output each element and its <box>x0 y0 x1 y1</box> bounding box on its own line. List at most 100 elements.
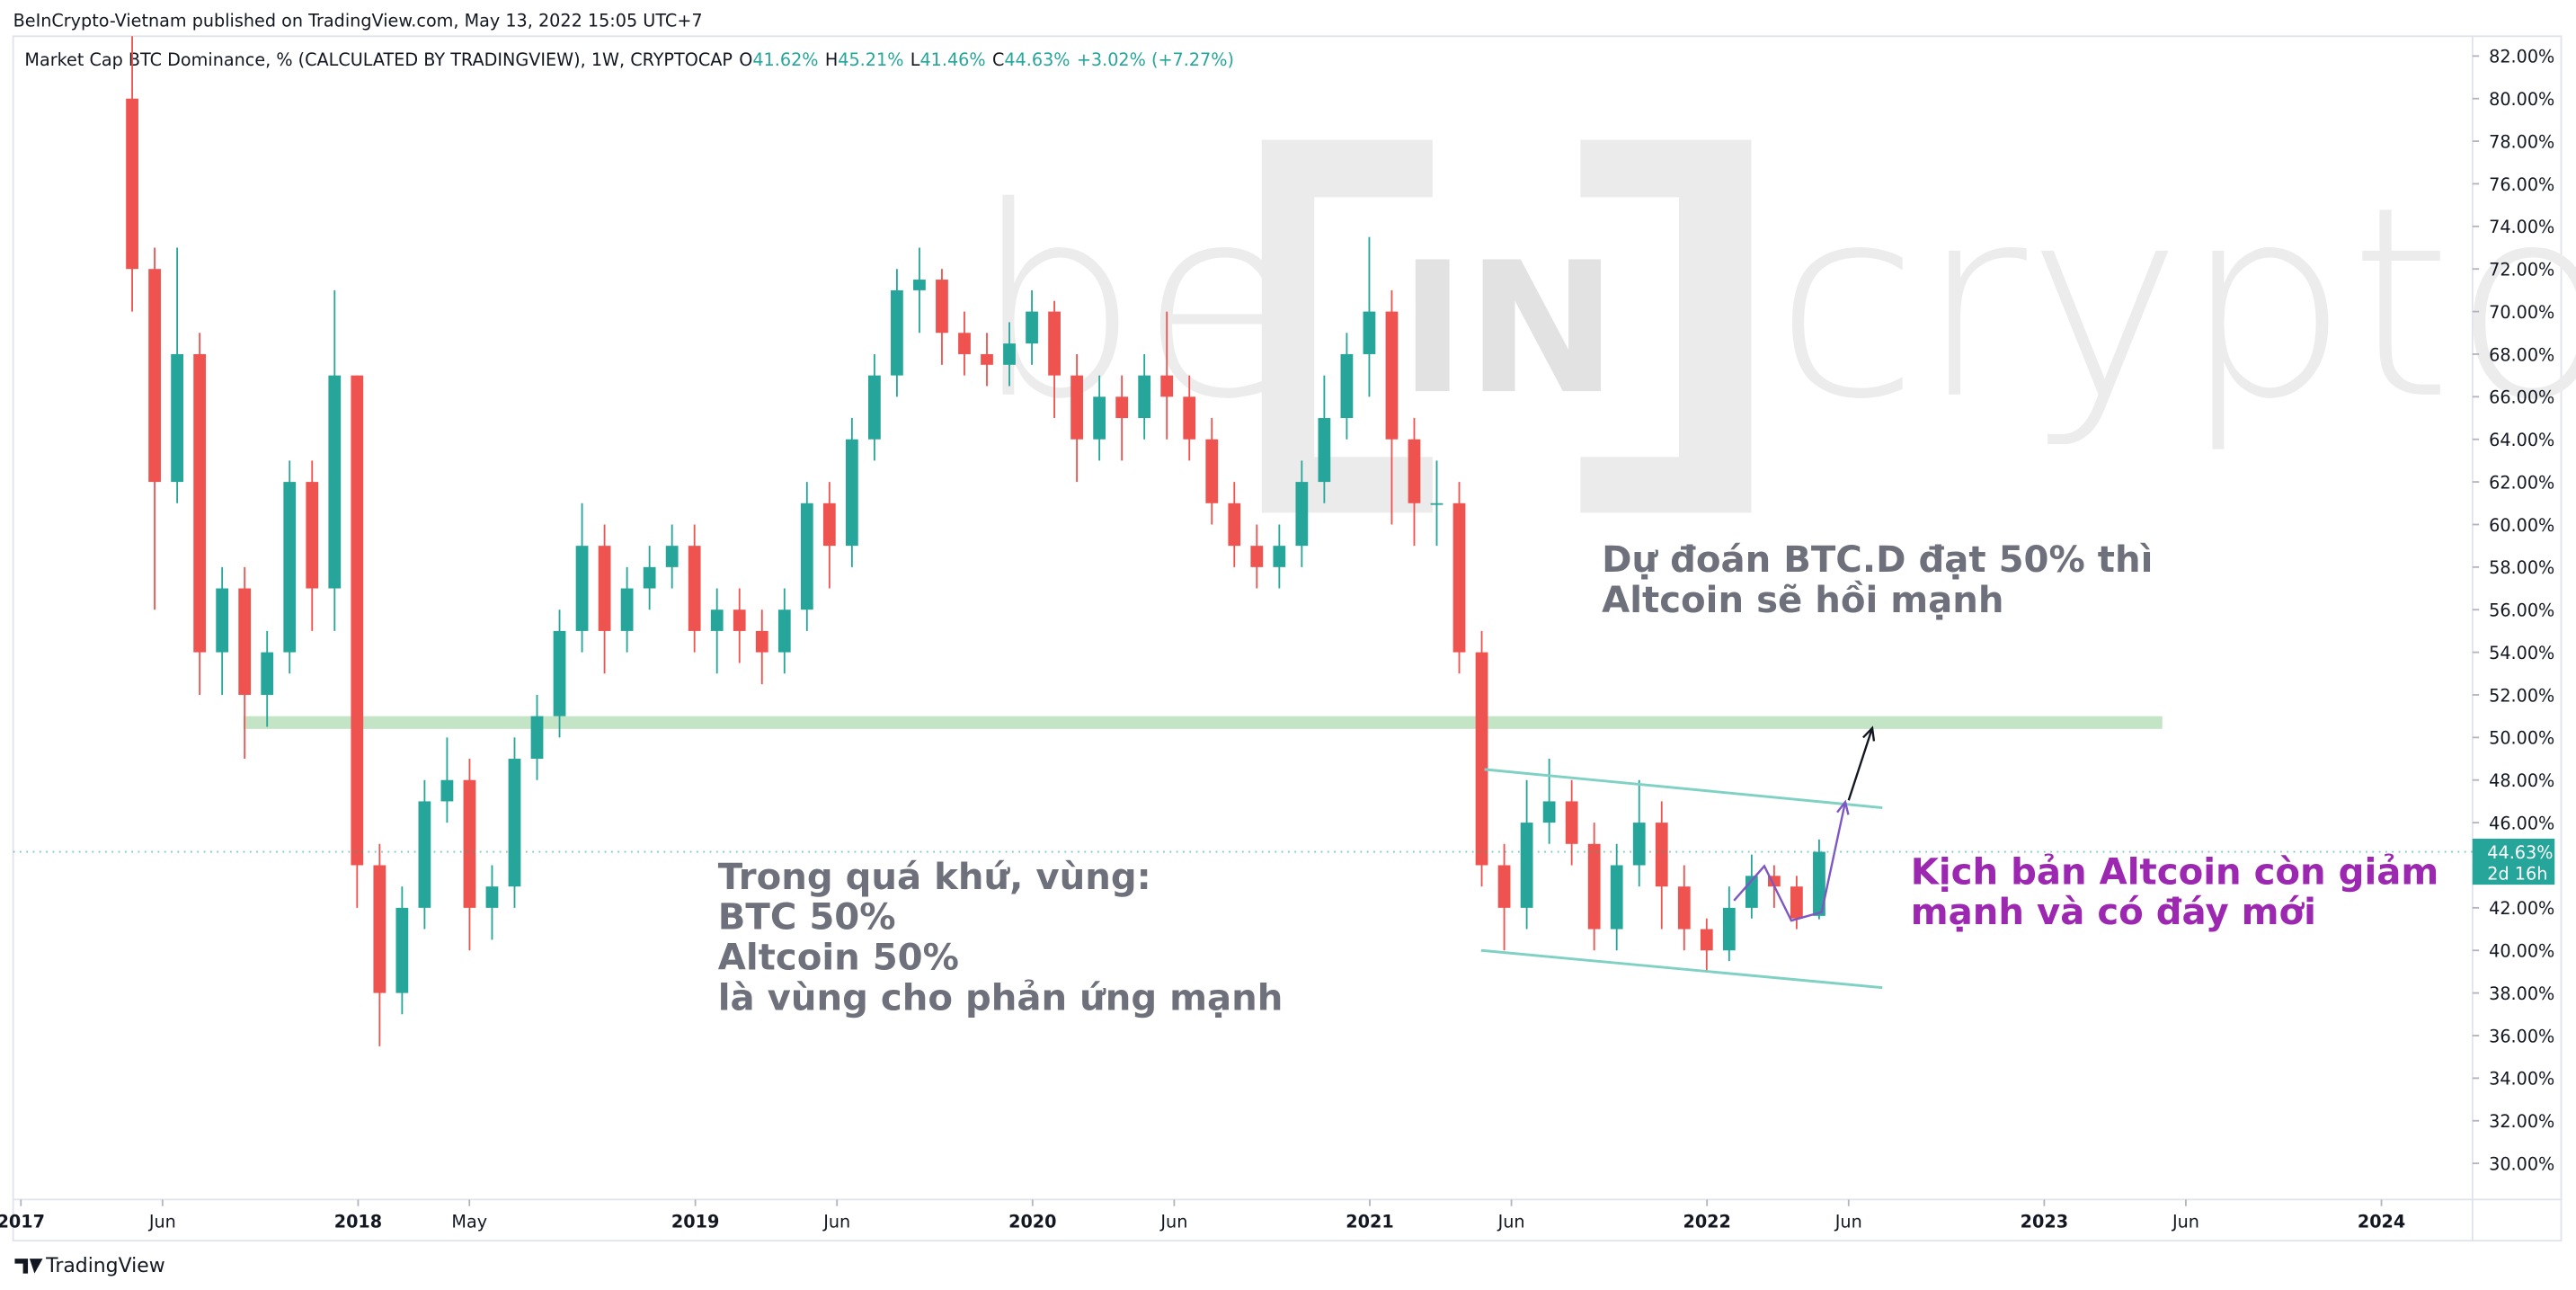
candle-body <box>1722 907 1736 951</box>
x-tick-label: 2022 <box>1683 1211 1730 1232</box>
candle <box>1318 375 1331 503</box>
channel-line <box>1484 768 1883 809</box>
candle <box>1700 918 1713 972</box>
channel-line <box>1480 948 1883 990</box>
candle-body <box>1632 823 1646 866</box>
candle <box>1093 375 1106 461</box>
candle-body <box>373 865 386 993</box>
candle <box>1228 482 1241 567</box>
y-tick-label: 52.00% <box>2489 685 2554 706</box>
candle-body <box>1385 311 1399 440</box>
candle <box>800 482 813 631</box>
candle-body <box>710 609 724 631</box>
published: BeInCrypto-Vietnam published on TradingV… <box>13 10 703 31</box>
annotation: Altcoin sẽ hồi mạnh <box>1602 580 2003 621</box>
candle-body <box>328 375 342 589</box>
y-tick-label: 40.00% <box>2489 941 2554 962</box>
candle <box>171 247 183 503</box>
candle-body <box>800 503 813 610</box>
candle <box>665 524 679 589</box>
candle <box>1813 839 1825 920</box>
candle-body <box>981 353 993 365</box>
y-tick-label: 62.00% <box>2489 472 2554 493</box>
candle-body <box>216 588 229 653</box>
arrow-head <box>1836 799 1850 815</box>
candle <box>598 524 611 674</box>
candle-body <box>1520 823 1533 908</box>
candle-body <box>1228 503 1241 547</box>
y-tick-label: 78.00% <box>2489 131 2554 152</box>
candle <box>485 865 499 940</box>
candle <box>216 566 229 695</box>
candle <box>688 524 701 653</box>
scenario-path <box>1733 801 1847 922</box>
y-tick-label: 80.00% <box>2489 89 2554 110</box>
candle <box>1677 865 1691 951</box>
candle <box>1520 779 1533 930</box>
candle-body <box>193 353 207 653</box>
candle <box>1722 886 1736 962</box>
candle-body <box>1273 546 1286 567</box>
candle-body <box>1183 396 1196 440</box>
x-tick-label: 2017 <box>0 1211 45 1232</box>
candle-body <box>1408 439 1421 503</box>
candle <box>1115 375 1129 461</box>
x-tick-label: 2018 <box>334 1211 382 1232</box>
candle <box>936 269 948 365</box>
candle-body <box>575 546 589 631</box>
candle <box>1632 779 1646 887</box>
candle-body <box>755 630 768 653</box>
candle-body <box>1003 343 1016 365</box>
annotation: Kịch bản Altcoin còn giảm <box>1911 851 2439 893</box>
candle-body <box>913 280 926 290</box>
support-zone <box>243 716 2163 729</box>
candle-body <box>1677 886 1691 930</box>
candle <box>328 289 342 631</box>
candle <box>1003 322 1016 387</box>
candle-body <box>1048 311 1061 376</box>
candle-body <box>665 546 679 567</box>
candle-body <box>126 98 138 270</box>
candle-body <box>351 375 364 866</box>
candle <box>733 588 746 663</box>
candle-body <box>238 588 252 695</box>
candle-body <box>777 609 791 653</box>
y-tick-label: 70.00% <box>2489 302 2554 323</box>
candle-body <box>822 503 836 547</box>
ohlc-value: 41.62% <box>752 49 818 70</box>
annotation: Trong quá khứ, vùng: <box>718 857 1151 898</box>
frame <box>12 35 2563 1241</box>
legend: Market Cap BTC Dominance, % (CALCULATED … <box>24 49 1234 70</box>
y-tick-label: 46.00% <box>2489 813 2554 833</box>
candle <box>1138 353 1151 440</box>
candle-body <box>1250 546 1264 567</box>
candle <box>148 247 161 610</box>
candle <box>1385 289 1399 525</box>
plot <box>126 36 2163 1046</box>
y-tick-label: 36.00% <box>2489 1026 2554 1046</box>
candle-body <box>1565 801 1578 844</box>
candle <box>822 482 836 589</box>
candle-body <box>463 779 476 908</box>
y-tick-label: 42.00% <box>2489 898 2554 919</box>
candle <box>440 737 454 823</box>
candle-body <box>1767 876 1781 887</box>
watermark-text: crypto <box>1774 151 2576 457</box>
watermark-text: IN <box>1399 224 1617 434</box>
candle-body <box>261 652 274 695</box>
y-tick-label: 54.00% <box>2489 643 2554 663</box>
candle-body <box>1070 375 1083 440</box>
candle <box>575 503 589 653</box>
candle-body <box>1790 886 1803 919</box>
candle <box>261 630 274 727</box>
candle <box>1160 311 1174 440</box>
annotation: BTC 50% <box>718 897 896 939</box>
candle <box>508 737 521 908</box>
candle-body <box>1363 311 1376 354</box>
x-tick-label: May <box>451 1211 487 1232</box>
candle <box>620 566 634 653</box>
candle <box>868 353 881 461</box>
annotation: Dự đoán BTC.D đạt 50% thì <box>1602 539 2153 581</box>
candle <box>777 588 791 674</box>
bracket <box>1261 139 1433 513</box>
